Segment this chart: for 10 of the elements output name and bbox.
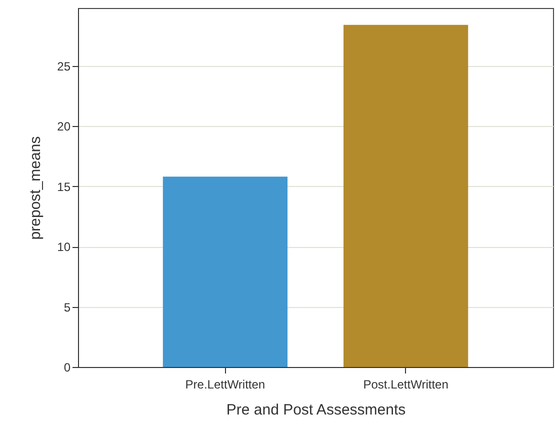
y-tick-label: 20 — [57, 120, 71, 134]
y-tick-label: 25 — [57, 59, 71, 74]
y-tick-label: 5 — [64, 300, 71, 314]
y-axis-title: prepost_means — [27, 136, 44, 240]
y-tick-label: 0 — [64, 360, 71, 374]
x-tick-label: Pre.LettWritten — [185, 378, 266, 392]
x-tick-label: Post.LettWritten — [363, 378, 448, 392]
y-tick-label: 15 — [57, 180, 71, 194]
x-axis-title: Pre and Post Assessments — [226, 402, 406, 418]
y-tick-label: 10 — [57, 240, 71, 254]
